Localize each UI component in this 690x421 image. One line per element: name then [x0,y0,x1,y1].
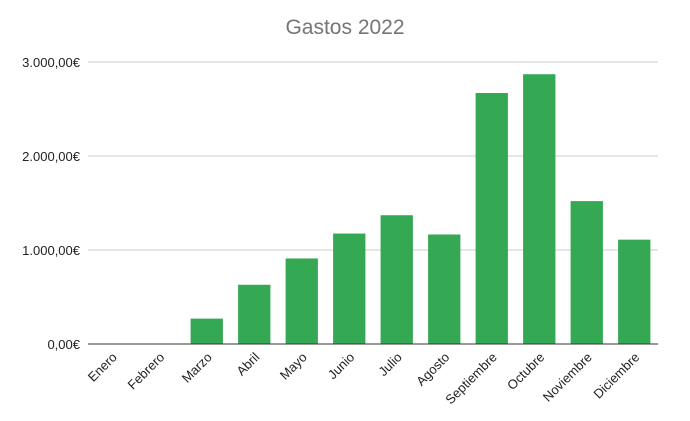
x-tick-label: Marzo [179,350,215,386]
x-tick-label: Julio [375,350,405,380]
y-axis-tick-labels: 0,00€ 1.000,00€ 2.000,00€ 3.000,00€ [22,55,81,352]
chart-title: Gastos 2022 [285,16,404,39]
bar-julio [380,215,413,344]
x-tick-label: Junio [325,350,358,383]
x-tick-label: Abril [233,349,262,378]
x-tick-label: Agosto [413,350,452,389]
x-tick-label: Mayo [277,350,310,383]
y-tick-label: 0,00€ [47,337,80,352]
bar-junio [333,233,366,344]
x-tick-label: Enero [85,350,120,385]
gridlines [88,61,658,251]
bar-septiembre [475,93,508,345]
y-tick-label: 1.000,00€ [22,243,81,258]
x-tick-label: Octubre [504,350,547,393]
x-tick-label: Febrero [125,350,168,393]
bar-abril [238,284,271,344]
x-tick-label: Diciembre [590,350,642,402]
bar-noviembre [570,201,603,344]
x-tick-label: Noviembre [540,350,595,405]
y-tick-label: 2.000,00€ [22,149,81,164]
bar-marzo [190,318,223,344]
bars [190,74,651,345]
bar-diciembre [618,239,651,344]
bar-mayo [285,258,318,344]
x-tick-label: Septiembre [442,350,500,408]
bar-octubre [523,74,556,344]
x-axis-tick-labels: Enero Febrero Marzo Abril Mayo Junio Julio Agos… [85,349,643,407]
bar-agosto [428,234,461,344]
y-tick-label: 3.000,00€ [22,55,81,70]
